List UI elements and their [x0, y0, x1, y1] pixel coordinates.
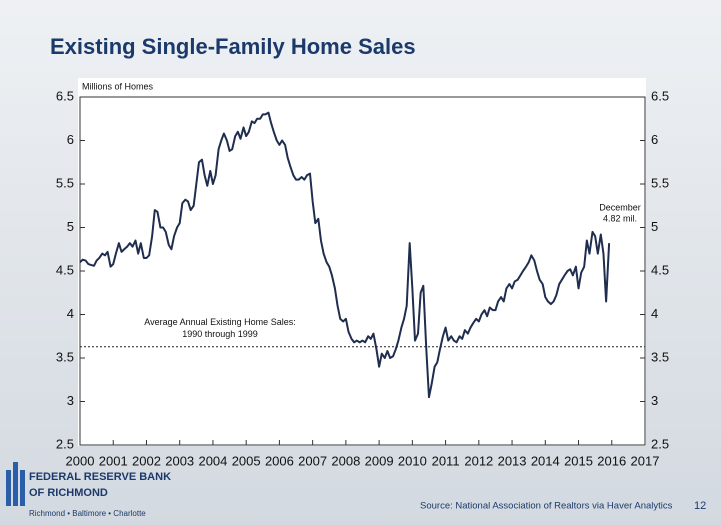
x-tick-label: 2005 [232, 453, 261, 468]
x-tick-label: 2015 [564, 453, 593, 468]
logo-bar [6, 470, 11, 506]
annotation: December [599, 202, 641, 212]
y-tick-label: 4 [67, 306, 74, 321]
y-tick-label: 6.5 [56, 88, 74, 103]
y-tick-label: 3.5 [56, 349, 74, 364]
x-tick-label: 2012 [464, 453, 493, 468]
logo-text: FEDERAL RESERVE BANK [29, 471, 171, 483]
y2-tick-label: 4 [651, 306, 658, 321]
page-number: 12 [694, 500, 706, 512]
data-line [79, 111, 611, 399]
y2-tick-label: 3 [651, 393, 658, 408]
x-tick-label: 2006 [265, 453, 294, 468]
x-tick-label: 2016 [597, 453, 626, 468]
logo-text: OF RICHMOND [29, 487, 108, 499]
y2-tick-label: 5 [651, 219, 658, 234]
plot-area [78, 78, 646, 446]
x-tick-label: 2001 [99, 453, 128, 468]
x-tick-label: 2014 [531, 453, 560, 468]
y-tick-label: 3 [67, 393, 74, 408]
x-tick-label: 2000 [66, 453, 95, 468]
x-tick-label: 2009 [365, 453, 394, 468]
y2-tick-label: 6.5 [651, 88, 669, 103]
y-axis-label: Millions of Homes [82, 81, 154, 91]
reference-label: 1990 through 1999 [182, 329, 258, 339]
y2-tick-label: 5.5 [651, 175, 669, 190]
annotation: 4.82 mil. [603, 213, 637, 223]
x-tick-label: 2011 [432, 453, 460, 468]
x-tick-label: 2007 [298, 453, 327, 468]
y2-tick-label: 6 [651, 132, 658, 147]
logo-cities: Richmond • Baltimore • Charlotte [29, 509, 146, 518]
x-tick-label: 2002 [132, 453, 161, 468]
y-tick-label: 6 [67, 132, 74, 147]
y-tick-label: 5 [67, 219, 74, 234]
y-tick-label: 4.5 [56, 262, 74, 277]
x-tick-label: 2013 [498, 453, 527, 468]
reference-label: Average Annual Existing Home Sales: [144, 317, 295, 327]
chart-title: Existing Single-Family Home Sales [50, 34, 416, 59]
logo [6, 462, 25, 506]
x-tick-label: 2004 [198, 453, 227, 468]
y-tick-label: 5.5 [56, 175, 74, 190]
source: Source: National Association of Realtors… [420, 501, 673, 512]
x-tick-label: 2003 [165, 453, 194, 468]
y-tick-label: 2.5 [56, 436, 74, 451]
x-tick-label: 2010 [398, 453, 427, 468]
x-tick-label: 2017 [631, 453, 660, 468]
y2-tick-label: 3.5 [651, 349, 669, 364]
y2-tick-label: 4.5 [651, 262, 669, 277]
y2-tick-label: 2.5 [651, 436, 669, 451]
logo-bar [13, 462, 18, 506]
logo-bar [20, 470, 25, 506]
x-tick-label: 2008 [331, 453, 360, 468]
